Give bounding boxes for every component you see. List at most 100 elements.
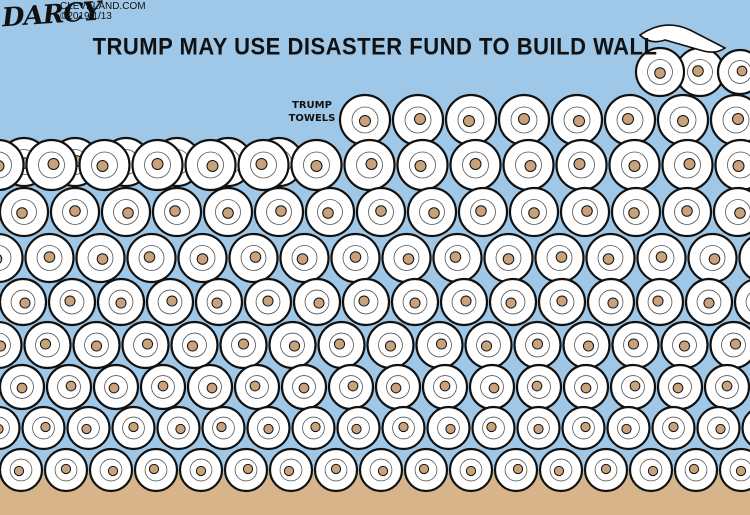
towel-roll xyxy=(483,232,534,284)
towel-roll xyxy=(709,320,750,370)
towel-roll xyxy=(0,232,24,284)
towel-roll xyxy=(562,363,610,411)
source-credit: CLEVELAND.COM ©2019 1/13 xyxy=(60,2,146,22)
towel-roll xyxy=(608,138,661,192)
towel-roll xyxy=(733,279,750,325)
towel-roll xyxy=(426,405,471,451)
towel-roll xyxy=(313,447,359,493)
towel-roll xyxy=(516,405,561,451)
towel-roll xyxy=(121,320,170,370)
towel-roll xyxy=(178,447,224,493)
towel-roll xyxy=(304,186,356,238)
towel-roll xyxy=(202,186,254,238)
towel-roll xyxy=(358,447,404,493)
towel-roll xyxy=(550,93,604,147)
towel-roll xyxy=(280,363,328,411)
towel-roll xyxy=(219,320,268,370)
towel-roll xyxy=(555,138,608,192)
towel-roll xyxy=(534,232,585,284)
towel-roll xyxy=(406,186,458,238)
towel-roll xyxy=(415,320,464,370)
towel-roll xyxy=(186,363,234,411)
towel-roll xyxy=(366,320,415,370)
towel-roll xyxy=(448,447,494,493)
towel-roll xyxy=(170,320,219,370)
towel-roll xyxy=(24,232,75,284)
towel-roll xyxy=(0,447,44,493)
towel-roll xyxy=(100,186,152,238)
towel-roll xyxy=(636,232,687,284)
towel-roll xyxy=(684,277,734,327)
source-site: CLEVELAND.COM xyxy=(60,1,146,12)
towel-roll xyxy=(246,405,291,451)
towel-roll xyxy=(661,186,713,238)
towel-roll xyxy=(488,277,538,327)
towel-roll xyxy=(317,320,366,370)
towel-roll xyxy=(25,138,78,192)
towel-roll xyxy=(75,232,126,284)
towel-roll xyxy=(96,277,146,327)
towel-roll xyxy=(131,138,184,192)
towel-roll xyxy=(194,277,244,327)
towel-roll xyxy=(714,138,750,192)
towel-roll xyxy=(66,405,111,451)
towel-roll xyxy=(268,447,314,493)
towel-roll xyxy=(656,363,704,411)
towel-roll xyxy=(537,277,587,327)
towel-roll xyxy=(290,138,343,192)
towel-roll xyxy=(126,232,177,284)
towel-roll xyxy=(177,232,228,284)
towel-roll xyxy=(92,363,140,411)
towel-roll xyxy=(660,320,709,370)
towel-roll xyxy=(449,138,502,192)
towel-roll xyxy=(374,363,422,411)
towel-roll xyxy=(343,138,396,192)
towel-roll xyxy=(291,405,336,451)
towel-roll xyxy=(145,277,195,327)
towel-roll xyxy=(292,277,342,327)
towel-roll xyxy=(133,447,179,493)
towel-roll xyxy=(49,186,101,238)
towel-roll xyxy=(586,277,636,327)
towel-roll xyxy=(561,405,606,451)
towel-roll xyxy=(43,447,89,493)
towel-roll xyxy=(718,447,750,493)
towel-roll xyxy=(45,363,93,411)
towel-roll xyxy=(703,363,750,411)
towel-roll xyxy=(712,186,750,238)
towel-roll xyxy=(253,186,305,238)
towel-roll xyxy=(468,363,516,411)
towel-roll xyxy=(268,320,317,370)
towel-roll xyxy=(493,447,539,493)
towel-roll xyxy=(502,138,555,192)
towel-roll xyxy=(421,363,469,411)
towel-roll xyxy=(432,232,483,284)
towel-roll xyxy=(279,232,330,284)
towel-roll xyxy=(628,447,674,493)
towel-roll xyxy=(603,93,657,147)
towel-roll xyxy=(609,363,657,411)
towel-roll xyxy=(0,138,25,192)
towel-roll xyxy=(201,405,246,451)
towel-roll xyxy=(156,405,201,451)
towel-roll xyxy=(223,447,269,493)
towel-roll xyxy=(151,186,203,238)
towel-roll xyxy=(0,186,50,238)
towel-roll xyxy=(497,93,551,147)
towel-roll xyxy=(562,320,611,370)
towel-roll xyxy=(0,363,46,411)
towel-roll xyxy=(634,46,686,98)
towel-roll xyxy=(336,405,381,451)
towel-roll xyxy=(611,320,660,370)
towel-roll xyxy=(439,277,489,327)
towel-roll xyxy=(716,48,750,96)
towel-roll xyxy=(538,447,584,493)
towel-roll xyxy=(457,186,509,238)
towel-roll xyxy=(656,93,710,147)
towel-roll xyxy=(464,320,513,370)
towel-roll xyxy=(0,320,23,370)
towel-roll xyxy=(78,138,131,192)
towel-roll xyxy=(390,277,440,327)
